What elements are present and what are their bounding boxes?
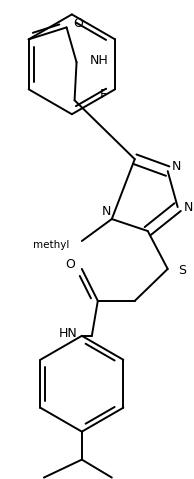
Text: HN: HN xyxy=(59,327,78,340)
Text: NH: NH xyxy=(90,54,108,67)
Text: N: N xyxy=(184,201,193,214)
Text: F: F xyxy=(100,88,107,101)
Text: O: O xyxy=(74,17,83,30)
Text: O: O xyxy=(65,259,75,272)
Text: N: N xyxy=(172,160,181,172)
Text: methyl: methyl xyxy=(34,240,70,250)
Text: N: N xyxy=(102,205,112,217)
Text: S: S xyxy=(178,264,186,277)
